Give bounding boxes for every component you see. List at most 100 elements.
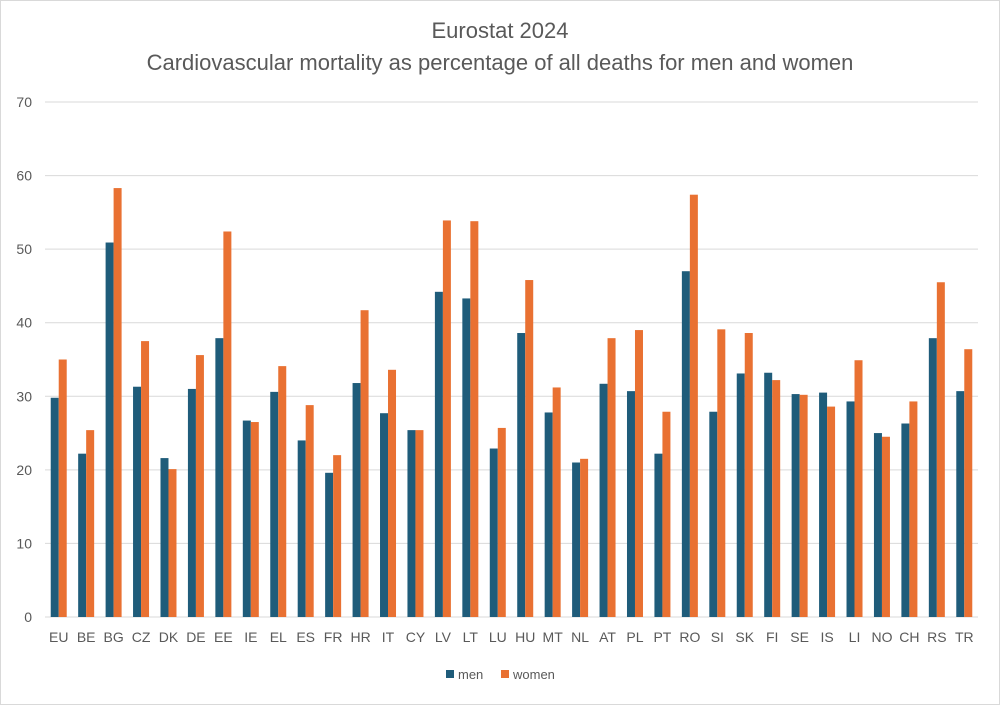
bar-women-tr	[964, 349, 973, 617]
y-tick-label: 70	[16, 94, 32, 110]
bar-men-ie	[242, 420, 251, 617]
x-tick-label: CH	[899, 629, 919, 645]
x-tick-label: NO	[871, 629, 892, 645]
bar-women-dk	[168, 469, 177, 617]
bars	[50, 188, 973, 618]
bar-women-pt	[662, 411, 671, 617]
x-tick-label: LI	[849, 629, 861, 645]
x-tick-label: LT	[463, 629, 479, 645]
bar-women-mt	[552, 387, 561, 617]
chart-title-line-2: Cardiovascular mortality as percentage o…	[147, 50, 854, 75]
x-axis: EU BE BG CZ DK DE EE IE EL ES FR HR IT CY LV LT LU HU MT NL…	[49, 629, 974, 645]
bar-women-cz	[141, 341, 150, 617]
x-tick-label: LU	[489, 629, 507, 645]
bar-men-eu	[50, 397, 59, 617]
bar-women-nl	[580, 458, 589, 617]
bar-men-de	[187, 388, 196, 617]
bar-men-tr	[956, 391, 965, 617]
bar-men-bg	[105, 242, 114, 617]
bar-women-lu	[497, 427, 506, 617]
legend-swatch-men	[446, 670, 454, 678]
bar-women-lv	[442, 220, 451, 617]
bar-men-hr	[352, 383, 361, 617]
x-tick-label: AT	[599, 629, 616, 645]
bar-men-es	[297, 440, 306, 617]
y-tick-label: 30	[16, 388, 32, 404]
x-tick-label: RS	[927, 629, 946, 645]
x-tick-label: SE	[790, 629, 809, 645]
bar-women-fi	[772, 380, 781, 617]
bar-men-si	[709, 411, 718, 617]
bar-women-fr	[333, 455, 342, 617]
bar-women-el	[278, 366, 287, 617]
bar-women-no	[881, 436, 890, 617]
bar-men-lu	[489, 448, 498, 617]
bar-men-ch	[901, 423, 910, 617]
legend: men women	[446, 667, 555, 682]
bar-women-at	[607, 338, 616, 617]
bar-women-se	[799, 394, 808, 617]
y-tick-label: 10	[16, 535, 32, 551]
bar-women-es	[305, 405, 314, 617]
y-tick-label: 40	[16, 315, 32, 331]
bar-men-ee	[215, 338, 224, 617]
bar-women-ch	[909, 401, 918, 617]
bar-men-sk	[736, 373, 745, 617]
legend-swatch-women	[501, 670, 509, 678]
bar-women-bg	[113, 188, 122, 618]
bar-women-cy	[415, 430, 424, 617]
y-tick-label: 60	[16, 168, 32, 184]
legend-label-men: men	[458, 667, 483, 682]
y-tick-label: 20	[16, 462, 32, 478]
x-tick-label: DK	[159, 629, 179, 645]
x-tick-label: NL	[571, 629, 589, 645]
y-tick-label: 50	[16, 241, 32, 257]
bar-women-rs	[936, 282, 945, 617]
x-tick-label: EL	[270, 629, 287, 645]
x-tick-label: IE	[244, 629, 257, 645]
bar-women-hr	[360, 310, 369, 617]
bar-women-hu	[525, 280, 534, 617]
x-tick-label: PT	[653, 629, 671, 645]
y-tick-label: 0	[24, 609, 32, 625]
bar-men-it	[380, 413, 389, 617]
bar-women-is	[827, 406, 836, 617]
legend-label-women: women	[512, 667, 555, 682]
x-tick-label: FI	[766, 629, 778, 645]
bar-men-mt	[544, 412, 553, 617]
chart-title-line-1: Eurostat 2024	[432, 18, 569, 43]
x-tick-label: IT	[382, 629, 395, 645]
y-axis: 0 10 20 30 40 50 60 70	[16, 94, 32, 625]
bar-men-no	[873, 433, 882, 617]
bar-men-dk	[160, 458, 169, 617]
x-tick-label: CZ	[132, 629, 151, 645]
x-tick-label: EU	[49, 629, 68, 645]
bar-women-eu	[58, 359, 67, 617]
bar-women-it	[388, 369, 397, 617]
bar-women-sk	[744, 333, 753, 617]
bar-men-se	[791, 394, 800, 617]
bar-men-el	[270, 391, 279, 617]
x-tick-label: FR	[324, 629, 343, 645]
x-tick-label: TR	[955, 629, 974, 645]
x-tick-label: SK	[735, 629, 754, 645]
bar-women-si	[717, 329, 726, 617]
x-tick-label: BG	[103, 629, 123, 645]
x-tick-label: PL	[626, 629, 643, 645]
x-tick-label: EE	[214, 629, 233, 645]
bar-women-pl	[634, 330, 643, 617]
bar-women-ro	[689, 194, 698, 617]
x-tick-label: IS	[820, 629, 833, 645]
bar-men-fr	[325, 472, 334, 617]
bar-women-be	[86, 430, 95, 617]
x-tick-label: HR	[350, 629, 370, 645]
bar-men-be	[78, 453, 87, 617]
bar-women-lt	[470, 221, 479, 617]
bar-women-li	[854, 360, 863, 617]
bar-men-cy	[407, 430, 416, 617]
bar-men-ro	[681, 271, 690, 617]
x-tick-label: DE	[186, 629, 205, 645]
bar-men-hu	[517, 333, 526, 617]
x-tick-label: SI	[711, 629, 724, 645]
